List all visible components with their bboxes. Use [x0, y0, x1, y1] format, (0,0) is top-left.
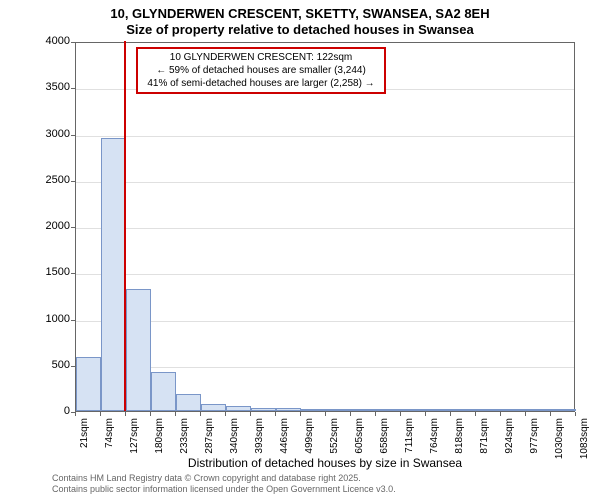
y-tick: [71, 320, 75, 321]
x-tick: [550, 412, 551, 416]
y-tick: [71, 366, 75, 367]
footer-line2: Contains public sector information licen…: [52, 484, 396, 495]
x-tick: [150, 412, 151, 416]
x-tick: [400, 412, 401, 416]
grid-line: [76, 136, 574, 137]
x-tick: [225, 412, 226, 416]
annotation-box: 10 GLYNDERWEN CRESCENT: 122sqm← 59% of d…: [136, 47, 386, 94]
chart-title-line1: 10, GLYNDERWEN CRESCENT, SKETTY, SWANSEA…: [0, 6, 600, 21]
x-tick: [200, 412, 201, 416]
highlight-line: [124, 41, 126, 411]
histogram-bar: [201, 404, 226, 411]
grid-line: [76, 228, 574, 229]
y-tick-label: 3500: [20, 81, 70, 93]
annotation-line2: ← 59% of detached houses are smaller (3,…: [142, 64, 380, 77]
x-tick: [500, 412, 501, 416]
histogram-bar: [451, 409, 476, 411]
histogram-bar: [276, 408, 301, 411]
y-tick-label: 2000: [20, 220, 70, 232]
x-tick: [575, 412, 576, 416]
x-tick: [425, 412, 426, 416]
histogram-bar: [176, 394, 201, 411]
plot-area: 10 GLYNDERWEN CRESCENT: 122sqm← 59% of d…: [75, 42, 575, 412]
histogram-bar: [526, 409, 551, 411]
y-tick: [71, 135, 75, 136]
x-tick: [525, 412, 526, 416]
x-tick: [325, 412, 326, 416]
histogram-bar: [551, 409, 576, 411]
y-tick: [71, 42, 75, 43]
y-tick: [71, 181, 75, 182]
x-tick: [100, 412, 101, 416]
y-tick-label: 1000: [20, 313, 70, 325]
annotation-line1: 10 GLYNDERWEN CRESCENT: 122sqm: [142, 51, 380, 64]
x-axis-label: Distribution of detached houses by size …: [75, 456, 575, 470]
x-tick: [350, 412, 351, 416]
x-tick: [450, 412, 451, 416]
x-tick: [375, 412, 376, 416]
x-tick: [300, 412, 301, 416]
y-tick-label: 3000: [20, 128, 70, 140]
footer-attribution: Contains HM Land Registry data © Crown c…: [52, 473, 396, 495]
histogram-bar: [251, 408, 276, 411]
x-tick: [75, 412, 76, 416]
grid-line: [76, 274, 574, 275]
histogram-bar: [376, 409, 401, 411]
annotation-line3: 41% of semi-detached houses are larger (…: [142, 77, 380, 90]
x-tick: [250, 412, 251, 416]
histogram-bar: [76, 357, 101, 411]
histogram-bar: [101, 138, 126, 411]
histogram-bar: [401, 409, 426, 411]
grid-line: [76, 182, 574, 183]
y-tick-label: 500: [20, 359, 70, 371]
x-tick: [475, 412, 476, 416]
x-tick: [175, 412, 176, 416]
histogram-bar: [476, 409, 501, 411]
histogram-bar: [426, 409, 451, 411]
chart-title-line2: Size of property relative to detached ho…: [0, 22, 600, 37]
histogram-bar: [501, 409, 526, 411]
y-tick-label: 1500: [20, 266, 70, 278]
y-tick: [71, 227, 75, 228]
y-tick-label: 0: [20, 405, 70, 417]
y-tick-label: 2500: [20, 174, 70, 186]
footer-line1: Contains HM Land Registry data © Crown c…: [52, 473, 396, 484]
histogram-chart: 10, GLYNDERWEN CRESCENT, SKETTY, SWANSEA…: [0, 0, 600, 500]
x-tick: [275, 412, 276, 416]
histogram-bar: [151, 372, 176, 411]
histogram-bar: [301, 409, 326, 411]
y-tick: [71, 88, 75, 89]
histogram-bar: [351, 409, 376, 411]
x-tick-label: 1083sqm: [579, 418, 590, 468]
y-tick: [71, 273, 75, 274]
y-tick-label: 4000: [20, 35, 70, 47]
histogram-bar: [226, 406, 251, 411]
histogram-bar: [326, 409, 351, 411]
histogram-bar: [126, 289, 151, 411]
x-tick: [125, 412, 126, 416]
